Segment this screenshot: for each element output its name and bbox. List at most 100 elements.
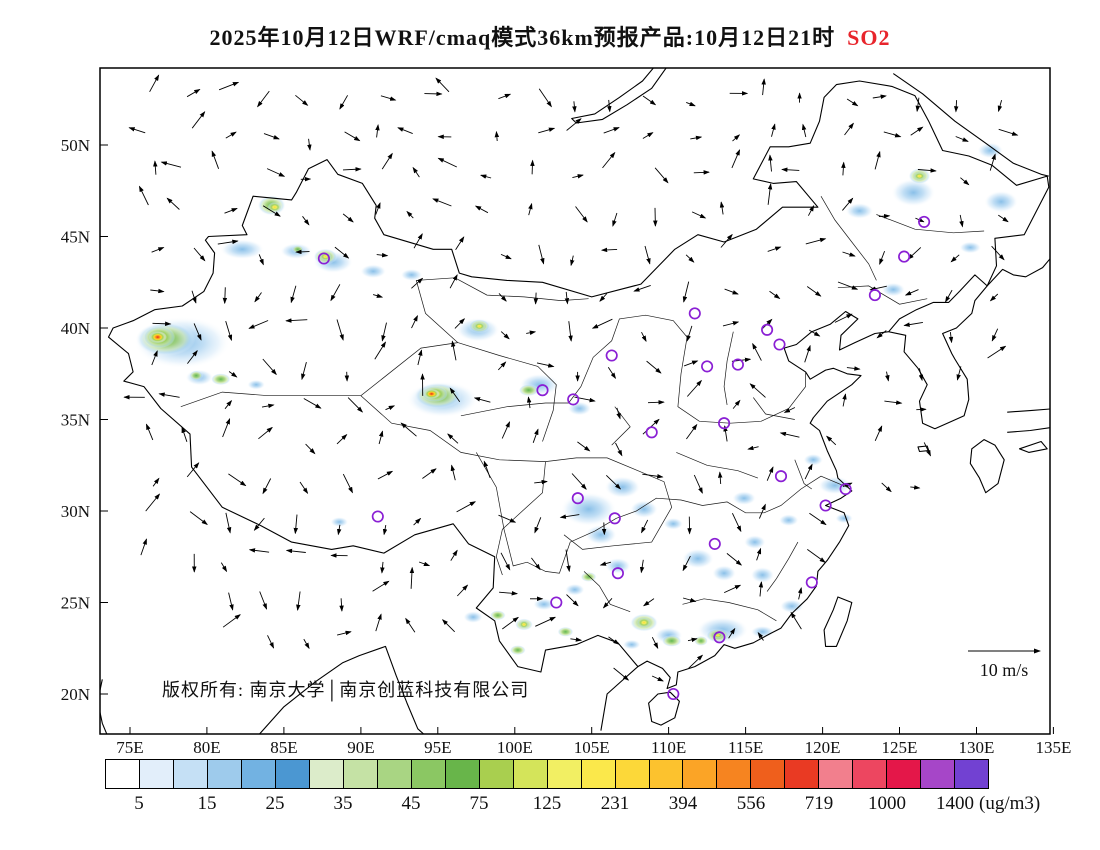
wind-reference-label: 10 m/s bbox=[980, 660, 1029, 680]
wind-arrow bbox=[534, 479, 548, 485]
so2-hotspot-blue bbox=[779, 599, 804, 614]
station-marker bbox=[608, 512, 621, 525]
so2-hotspot-blue bbox=[732, 491, 757, 506]
wind-arrow bbox=[571, 473, 587, 490]
station-marker bbox=[773, 338, 786, 351]
wind-arrow bbox=[998, 128, 1019, 136]
wind-arrow bbox=[577, 441, 591, 452]
wind-arrow bbox=[336, 319, 344, 341]
wind-arrow bbox=[437, 157, 457, 168]
wind-arrow bbox=[494, 130, 500, 142]
lon-tick-label: 85E bbox=[270, 738, 297, 757]
wind-arrow bbox=[526, 396, 532, 409]
wind-arrow bbox=[450, 464, 456, 481]
station-marker bbox=[567, 393, 580, 406]
wind-arrow bbox=[228, 592, 234, 611]
wind-arrow bbox=[682, 597, 697, 603]
wind-arrow bbox=[834, 313, 853, 323]
so2-hotspot-green bbox=[489, 610, 506, 621]
so2-hotspot-blue bbox=[604, 557, 631, 574]
wind-arrow bbox=[807, 549, 826, 563]
wind-arrow bbox=[530, 159, 535, 175]
concentration-field bbox=[134, 142, 1019, 656]
colorbar-cell bbox=[512, 759, 548, 789]
so2-hotspot-blue bbox=[681, 548, 714, 569]
wind-arrow bbox=[613, 667, 630, 681]
colorbar-cell bbox=[206, 759, 242, 789]
so2-hotspot-blue bbox=[750, 567, 775, 583]
wind-arrow bbox=[145, 423, 154, 441]
station-marker bbox=[761, 323, 774, 336]
wind-arrow bbox=[570, 255, 575, 267]
wind-arrow bbox=[960, 177, 970, 186]
wind-arrow bbox=[757, 632, 764, 641]
wind-arrow bbox=[884, 400, 903, 405]
wind-arrow bbox=[266, 168, 286, 177]
station-marker bbox=[708, 537, 721, 550]
so2-hotspot-blue bbox=[959, 241, 982, 254]
wind-arrow bbox=[953, 100, 959, 113]
wind-arrow bbox=[228, 473, 247, 487]
so2-hotspot-blue bbox=[560, 492, 617, 527]
wind-arrow bbox=[615, 442, 623, 457]
so2-hotspot-blue bbox=[835, 513, 854, 524]
wind-arrow bbox=[422, 468, 437, 479]
wind-arrow bbox=[334, 246, 350, 259]
colorbar-tick-label: 719 bbox=[804, 793, 834, 814]
colorbar-cell bbox=[342, 759, 378, 789]
wind-arrow bbox=[651, 675, 664, 682]
wind-arrow bbox=[535, 616, 557, 627]
wind-arrow bbox=[375, 613, 382, 632]
wind-arrow bbox=[719, 201, 725, 215]
colorbar-tick-label: 231 bbox=[600, 793, 630, 814]
colorbar-tick-label: 394 bbox=[668, 793, 698, 814]
wind-arrow bbox=[193, 323, 202, 341]
wind-arrow bbox=[456, 501, 476, 513]
wind-arrow bbox=[336, 630, 352, 636]
wind-arrow bbox=[501, 421, 511, 439]
wind-arrow bbox=[599, 561, 612, 566]
wind-arrow bbox=[758, 503, 766, 519]
so2-hotspot-red bbox=[148, 331, 167, 344]
wind-arrow bbox=[837, 281, 859, 290]
colorbar-cell bbox=[274, 759, 310, 789]
wind-arrow bbox=[641, 519, 649, 534]
wind-arrow bbox=[904, 289, 919, 296]
wind-arrow bbox=[747, 445, 759, 451]
wind-arrow bbox=[483, 460, 491, 478]
wind-arrow bbox=[991, 328, 999, 342]
wind-arrow bbox=[400, 422, 417, 437]
so2-hotspot-red bbox=[423, 388, 440, 399]
wind-arrow bbox=[602, 597, 613, 609]
wind-arrow bbox=[616, 407, 621, 420]
wind-arrow bbox=[612, 212, 618, 227]
wind-arrow bbox=[166, 197, 180, 210]
colorbar-cell bbox=[172, 759, 208, 789]
so2-hotspot-yellow bbox=[519, 620, 529, 629]
wind-arrow bbox=[917, 168, 937, 173]
so2-hotspot-blue bbox=[743, 535, 766, 550]
station-marker bbox=[713, 631, 726, 644]
wind-arrow bbox=[225, 320, 233, 342]
wind-arrow bbox=[826, 435, 837, 446]
wind-arrow bbox=[607, 99, 612, 113]
wind-arrow bbox=[385, 405, 396, 411]
wind-arrow bbox=[987, 345, 1007, 359]
wind-arrow bbox=[380, 561, 385, 574]
wind-arrow bbox=[228, 371, 238, 378]
wind-arrow bbox=[285, 548, 306, 554]
wind-arrow bbox=[876, 330, 887, 339]
colorbar-cell bbox=[784, 759, 820, 789]
wind-arrow bbox=[761, 78, 766, 96]
wind-arrow bbox=[303, 398, 322, 409]
wind-arrow bbox=[344, 131, 361, 142]
so2-hotspot-blue bbox=[891, 178, 936, 207]
wind-arrow bbox=[500, 331, 510, 340]
wind-arrow bbox=[915, 97, 921, 113]
wind-arrow bbox=[498, 93, 512, 100]
wind-arrow bbox=[804, 463, 813, 480]
station-marker bbox=[317, 252, 330, 265]
station-marker bbox=[718, 417, 731, 430]
wind-arrow bbox=[806, 286, 822, 297]
